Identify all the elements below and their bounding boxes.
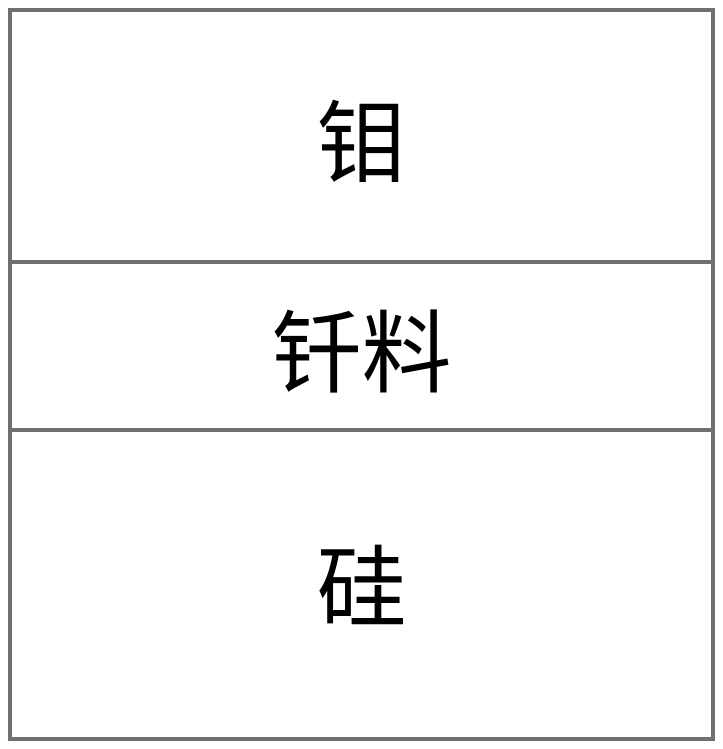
layer-top-label: 钼 bbox=[317, 71, 407, 201]
layer-top: 钼 bbox=[12, 12, 711, 264]
layer-bottom: 硅 bbox=[12, 432, 711, 730]
layer-middle: 钎料 bbox=[12, 264, 711, 432]
layer-diagram: 钼 钎料 硅 bbox=[8, 8, 715, 741]
layer-bottom-label: 硅 bbox=[317, 516, 407, 646]
layer-middle-label: 钎料 bbox=[272, 281, 452, 411]
